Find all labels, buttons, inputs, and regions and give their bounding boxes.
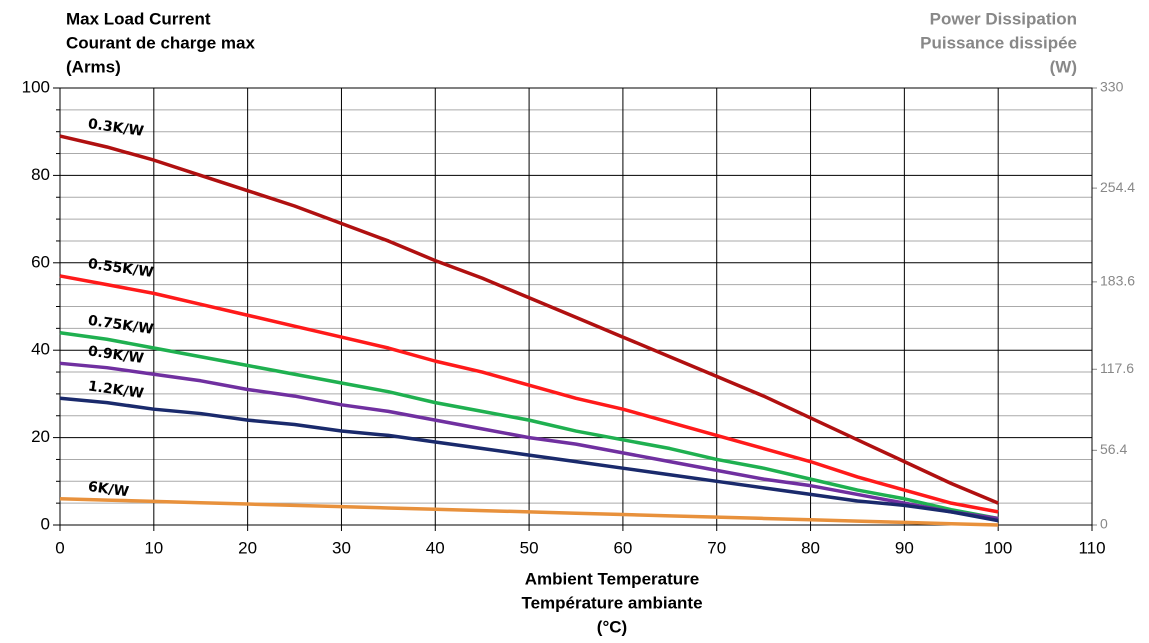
- y2-tick-label: 0: [1100, 516, 1108, 532]
- x-axis-title: Température ambiante: [521, 593, 702, 612]
- x-tick-label: 0: [55, 538, 64, 557]
- y2-axis-title: Puissance dissipée: [920, 33, 1077, 52]
- x-tick-label: 110: [1078, 538, 1105, 557]
- x-tick-label: 60: [613, 538, 632, 557]
- y2-tick-label: 254.4: [1100, 179, 1135, 195]
- x-tick-label: 20: [238, 538, 257, 557]
- x-tick-label: 30: [332, 538, 351, 557]
- x-tick-label: 100: [984, 538, 1012, 557]
- y-axis-title: (Arms): [66, 57, 121, 76]
- y-tick-label: 80: [31, 165, 50, 184]
- x-axis-title: (°C): [597, 617, 627, 636]
- series-line: [59, 134, 999, 505]
- series-line: [59, 330, 999, 521]
- series-label: 0.9K/W: [87, 343, 145, 367]
- series-line: [59, 274, 999, 514]
- series-label: 6K/W: [87, 479, 130, 501]
- y2-tick-label: 117.6: [1100, 360, 1134, 376]
- x-tick-label: 80: [801, 538, 820, 557]
- y-tick-label: 20: [31, 427, 50, 446]
- series-label: 1.2K/W: [87, 378, 145, 402]
- x-tick-label: 10: [144, 538, 163, 557]
- x-tick-label: 40: [426, 538, 445, 557]
- series-line: [59, 497, 999, 527]
- y-tick-label: 0: [41, 514, 50, 533]
- y-axis-title: Courant de charge max: [66, 33, 255, 52]
- x-tick-label: 50: [520, 538, 539, 557]
- y2-tick-label: 330: [1100, 79, 1124, 95]
- y2-axis-title: (W): [1050, 57, 1077, 76]
- series-label: 0.3K/W: [87, 116, 145, 140]
- series-label: 0.55K/W: [87, 256, 155, 281]
- y-axis-title: Max Load Current: [66, 9, 211, 28]
- y-tick-label: 60: [31, 252, 50, 271]
- y2-tick-label: 183.6: [1100, 273, 1135, 289]
- x-tick-label: 70: [707, 538, 726, 557]
- y2-tick-label: 56.4: [1100, 441, 1127, 457]
- y-tick-label: 40: [31, 340, 50, 359]
- series-label: 0.75K/W: [87, 313, 155, 338]
- series-line: [59, 396, 999, 523]
- y-tick-label: 100: [22, 77, 50, 96]
- x-axis-title: Ambient Temperature: [525, 569, 699, 588]
- series-line: [59, 361, 999, 521]
- x-tick-label: 90: [895, 538, 914, 557]
- plot-frame: [59, 87, 1093, 526]
- y2-axis-title: Power Dissipation: [930, 9, 1077, 28]
